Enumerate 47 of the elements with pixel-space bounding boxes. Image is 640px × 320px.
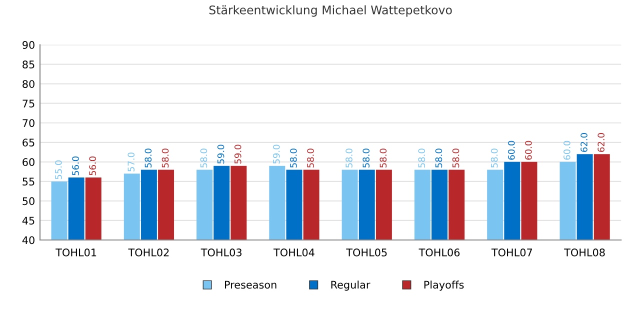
data-label: 58.0 (490, 148, 498, 168)
data-label: 56.0 (72, 156, 79, 176)
data-label: 62.0 (580, 133, 588, 152)
data-label: 58.0 (435, 148, 442, 168)
data-label: 58.0 (162, 148, 169, 168)
legend-label: Preseason (225, 280, 276, 289)
data-label: 58.0 (380, 148, 387, 168)
legend-label: Playoffs (424, 280, 464, 291)
y-tick-label: 60 (22, 158, 34, 166)
data-label: 60.0 (564, 140, 570, 160)
data-label: 60.0 (525, 140, 532, 160)
data-label: 59.0 (272, 144, 280, 164)
data-label: 55.0 (55, 160, 62, 180)
data-label: 58.0 (200, 148, 208, 168)
x-tick-label: TOHL06 (418, 248, 460, 256)
y-tick-label: 70 (22, 119, 34, 127)
data-label: 58.0 (362, 148, 370, 168)
chart-title: Stärkeentwicklung Michael Wattepetkovo (209, 5, 452, 17)
y-tick-label: 75 (22, 100, 34, 108)
data-label: 58.0 (418, 148, 426, 168)
x-tick-label: TOHL05 (346, 248, 387, 256)
x-tick-label: TOHL02 (128, 248, 169, 256)
data-label: 58.0 (290, 148, 297, 168)
y-tick-label: 40 (22, 236, 34, 244)
y-tick-label: 80 (22, 80, 34, 88)
data-label: 58.0 (307, 148, 314, 168)
x-tick-label: TOHL04 (273, 248, 314, 256)
data-label: 60.0 (508, 140, 515, 160)
data-label: 57.0 (128, 152, 135, 172)
data-label: 59.0 (234, 144, 242, 164)
data-label: 56.0 (89, 156, 96, 176)
y-tick-label: 85 (22, 60, 34, 68)
y-tick-label: 50 (22, 197, 34, 206)
data-label: 58.0 (346, 148, 352, 168)
x-tick-label: TOHL08 (564, 248, 605, 256)
y-tick-label: 90 (22, 41, 34, 49)
y-tick-label: 45 (22, 216, 34, 225)
y-tick-label: 65 (22, 138, 34, 147)
x-tick-label: TOHL01 (56, 248, 96, 256)
legend-label: Regular (331, 280, 370, 291)
data-label: 62.0 (598, 133, 604, 152)
data-label: 58.0 (452, 148, 460, 168)
x-tick-label: TOHL07 (491, 248, 532, 256)
x-tick-label: TOHL03 (200, 248, 242, 256)
y-tick-label: 55 (22, 178, 34, 186)
data-label: 58.0 (144, 148, 152, 168)
data-label: 59.0 (217, 144, 224, 164)
